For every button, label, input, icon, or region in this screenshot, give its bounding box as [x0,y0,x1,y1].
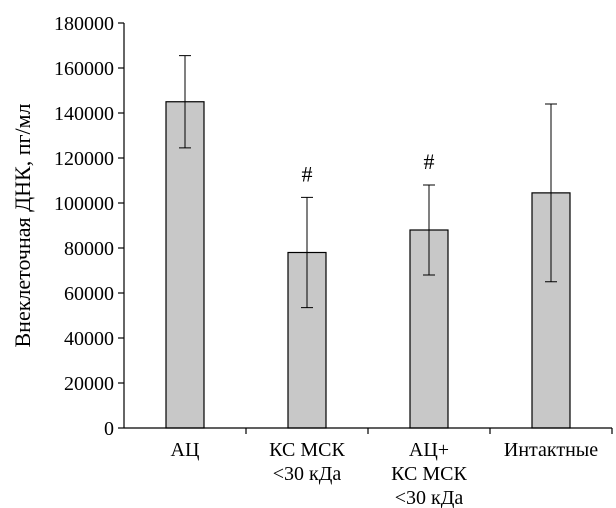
y-tick-label: 60000 [64,283,114,305]
error-bars [179,55,557,309]
category-label: Интактные [504,439,598,461]
category-label: АЦ+ КС МСК <30 кДа [391,439,467,508]
y-axis-ticks: 0 20000 40000 60000 80000 100000 120000 140000 1… [54,13,613,440]
error-bar [179,55,191,149]
bars [165,101,571,429]
category-label: КС МСК <30 кДа [269,439,345,485]
y-tick-label: 140000 [54,103,114,125]
y-tick-label: 20000 [64,373,114,395]
y-tick-label: 40000 [64,328,114,350]
annotations: # # [302,149,435,186]
significance-marker: # [424,149,435,174]
y-tick-label: 80000 [64,238,114,260]
y-tick-label: 100000 [54,193,114,215]
error-bar [301,196,313,309]
error-bar [545,103,557,283]
significance-marker: # [302,161,313,186]
error-bar [423,184,435,276]
y-axis-title: Внеклеточная ДНК, пг/мл [10,103,35,347]
x-axis-labels: АЦ КС МСК <30 кДа АЦ+ КС МСК <30 кДа Интактные [171,439,599,508]
y-tick-label: 120000 [54,148,114,170]
y-tick-label: 0 [104,418,114,440]
category-label: АЦ [171,439,200,461]
y-tick-label: 180000 [54,13,114,35]
y-tick-label: 160000 [54,58,114,80]
bar [165,101,205,429]
